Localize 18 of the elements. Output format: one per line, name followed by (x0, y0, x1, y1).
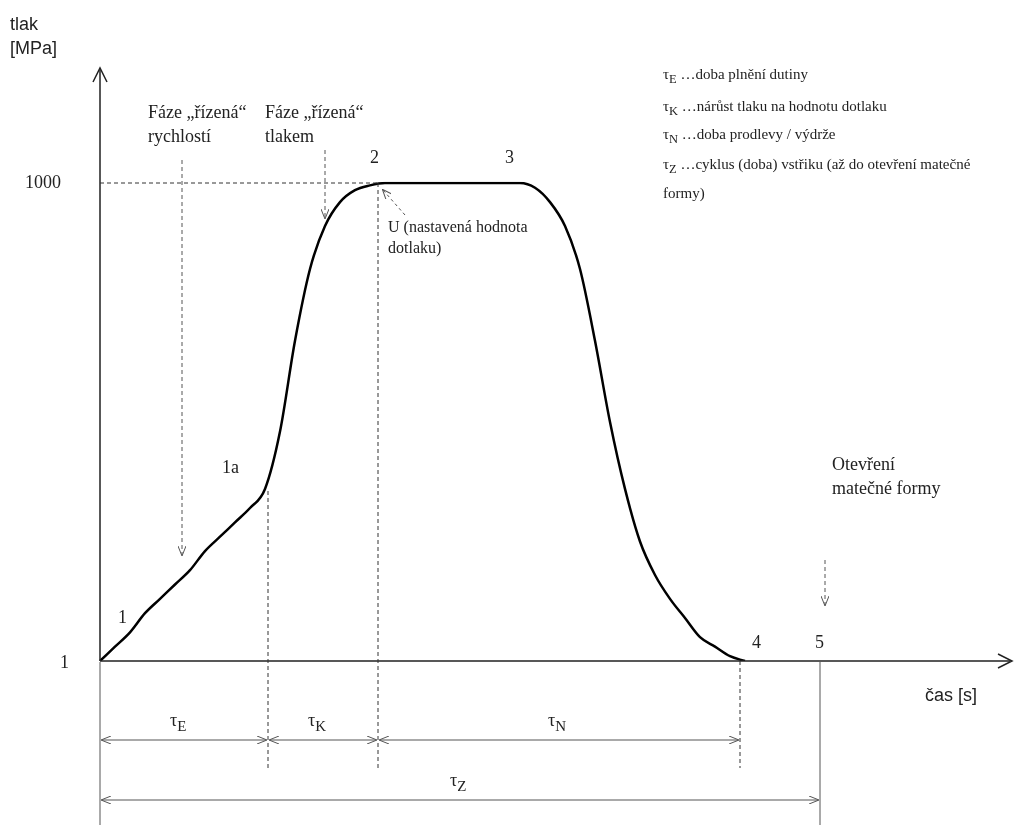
text: tlak [MPa] (10, 13, 58, 60)
text: τ$_{E}$ …doba plnění dutiny (663, 65, 809, 88)
annotation: 5 (815, 631, 824, 654)
text: τ$_{N}$ …doba prodlevy / výdrže (663, 125, 837, 148)
text: Fáze „řízená“ tlakem (265, 101, 365, 148)
x-axis-title: čas [s] (925, 684, 978, 707)
text: τ$_{K}$ …nárůst tlaku na hodnotu dotlaku (663, 97, 888, 120)
text: 1000 (25, 171, 61, 194)
text: 3 (505, 146, 514, 169)
annotation: 4 (752, 631, 761, 654)
text: Fáze „řízená“ rychlostí (148, 101, 248, 148)
annotation: Otevření matečné formy (832, 453, 942, 500)
annotation: τ$_{Z}$ …cyklus (doba) vstřiku (až do otevření matečné formy) (663, 155, 972, 203)
annotation: U (nastavená hodnota dotlaku) (388, 217, 528, 258)
annotation: 1a (222, 456, 239, 479)
text: 2 (370, 146, 379, 169)
text: 1 (60, 651, 69, 674)
annotation: 1 (118, 606, 127, 629)
